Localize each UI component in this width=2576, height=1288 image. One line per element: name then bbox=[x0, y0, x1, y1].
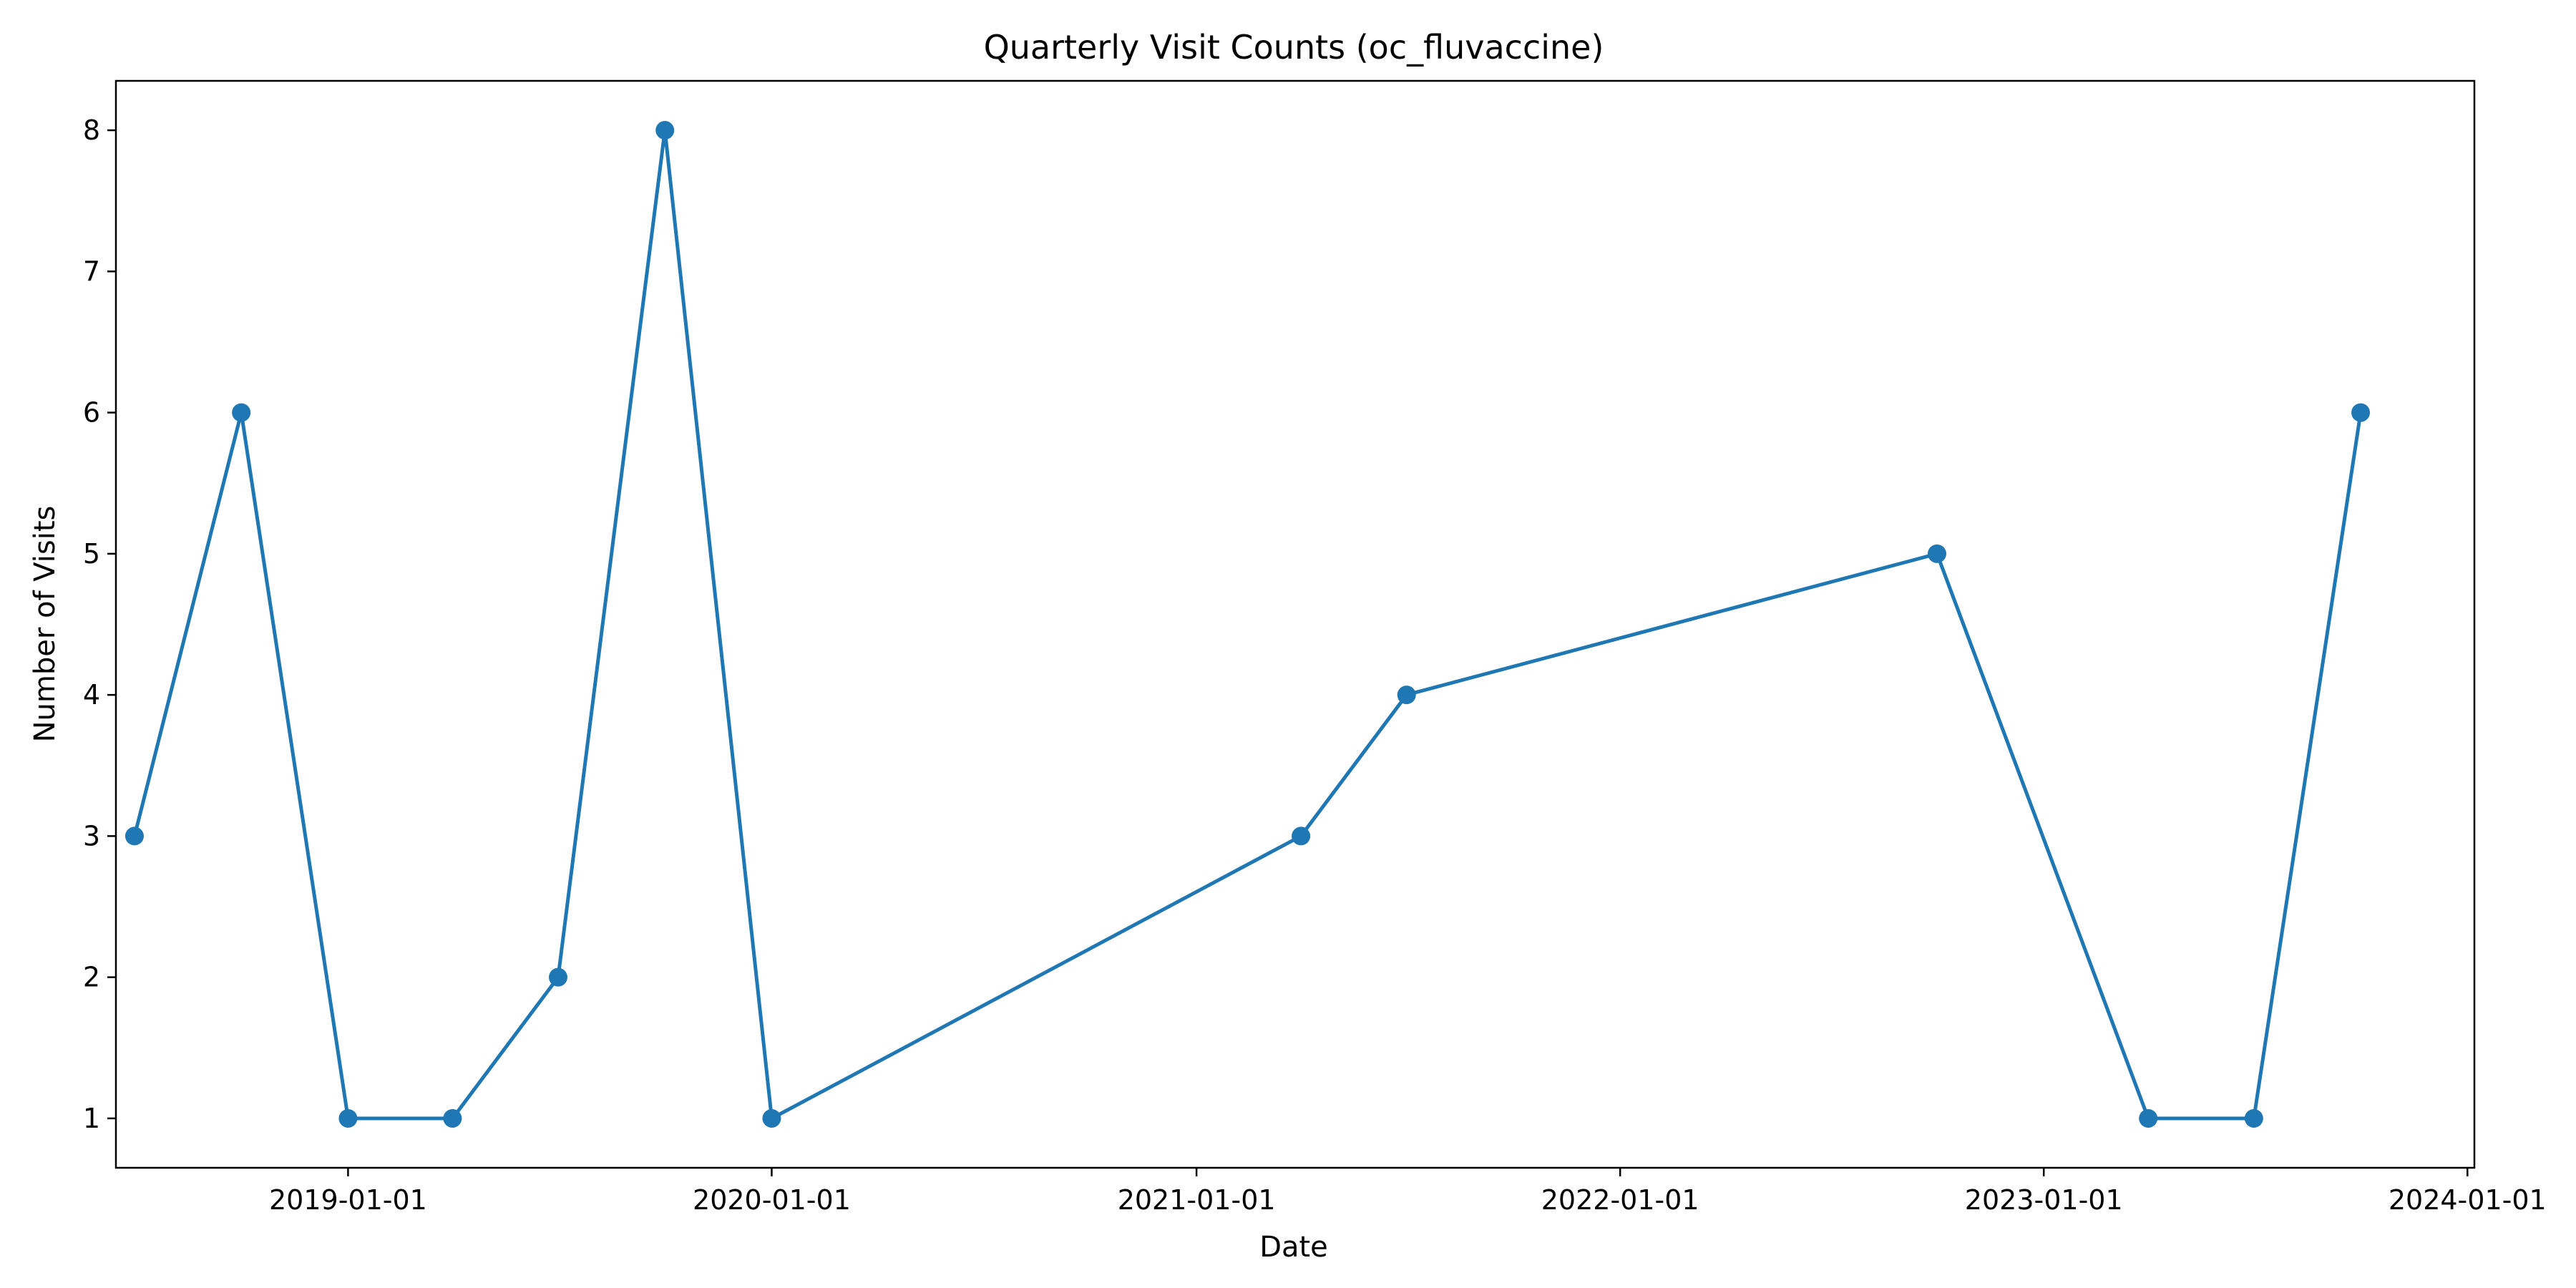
data-point bbox=[549, 967, 567, 987]
data-point bbox=[232, 403, 251, 422]
y-tick-label: 8 bbox=[83, 114, 100, 146]
data-point bbox=[1397, 686, 1416, 705]
y-tick-label: 1 bbox=[83, 1103, 100, 1134]
x-axis-label: Date bbox=[1259, 1231, 1328, 1264]
data-point bbox=[655, 121, 675, 140]
y-axis-label: Number of Visits bbox=[29, 506, 62, 743]
y-tick-label: 7 bbox=[83, 255, 100, 287]
y-tick-label: 5 bbox=[83, 538, 100, 570]
y-tick-label: 2 bbox=[83, 962, 100, 993]
data-point bbox=[1927, 544, 1946, 563]
series-line bbox=[132, 128, 2363, 1121]
x-tick-label: 2019-01-01 bbox=[269, 1184, 427, 1216]
y-tick-label: 3 bbox=[83, 820, 100, 852]
data-point bbox=[1292, 826, 1311, 846]
plot-area: 2019-01-01 2020-01-01 2021-01-01 2022-01-01… bbox=[83, 79, 2547, 1216]
y-tick-label: 6 bbox=[83, 397, 100, 429]
chart-title: Quarterly Visit Counts (oc_fluvaccine) bbox=[984, 28, 1604, 67]
data-point bbox=[443, 1108, 462, 1128]
data-point bbox=[762, 1108, 781, 1128]
data-point bbox=[2244, 1108, 2263, 1128]
data-point bbox=[2351, 403, 2371, 422]
x-tick-label: 2024-01-01 bbox=[2389, 1184, 2547, 1216]
data-point bbox=[338, 1108, 358, 1128]
x-tick-label: 2022-01-01 bbox=[1541, 1184, 1699, 1216]
x-tick-label: 2020-01-01 bbox=[693, 1184, 851, 1216]
x-tick-label: 2023-01-01 bbox=[1965, 1184, 2123, 1216]
data-point bbox=[2139, 1108, 2158, 1128]
x-tick-label: 2021-01-01 bbox=[1118, 1184, 1276, 1216]
data-point bbox=[125, 826, 144, 846]
axes-frame bbox=[114, 79, 2476, 1169]
y-tick-label: 4 bbox=[83, 679, 100, 711]
